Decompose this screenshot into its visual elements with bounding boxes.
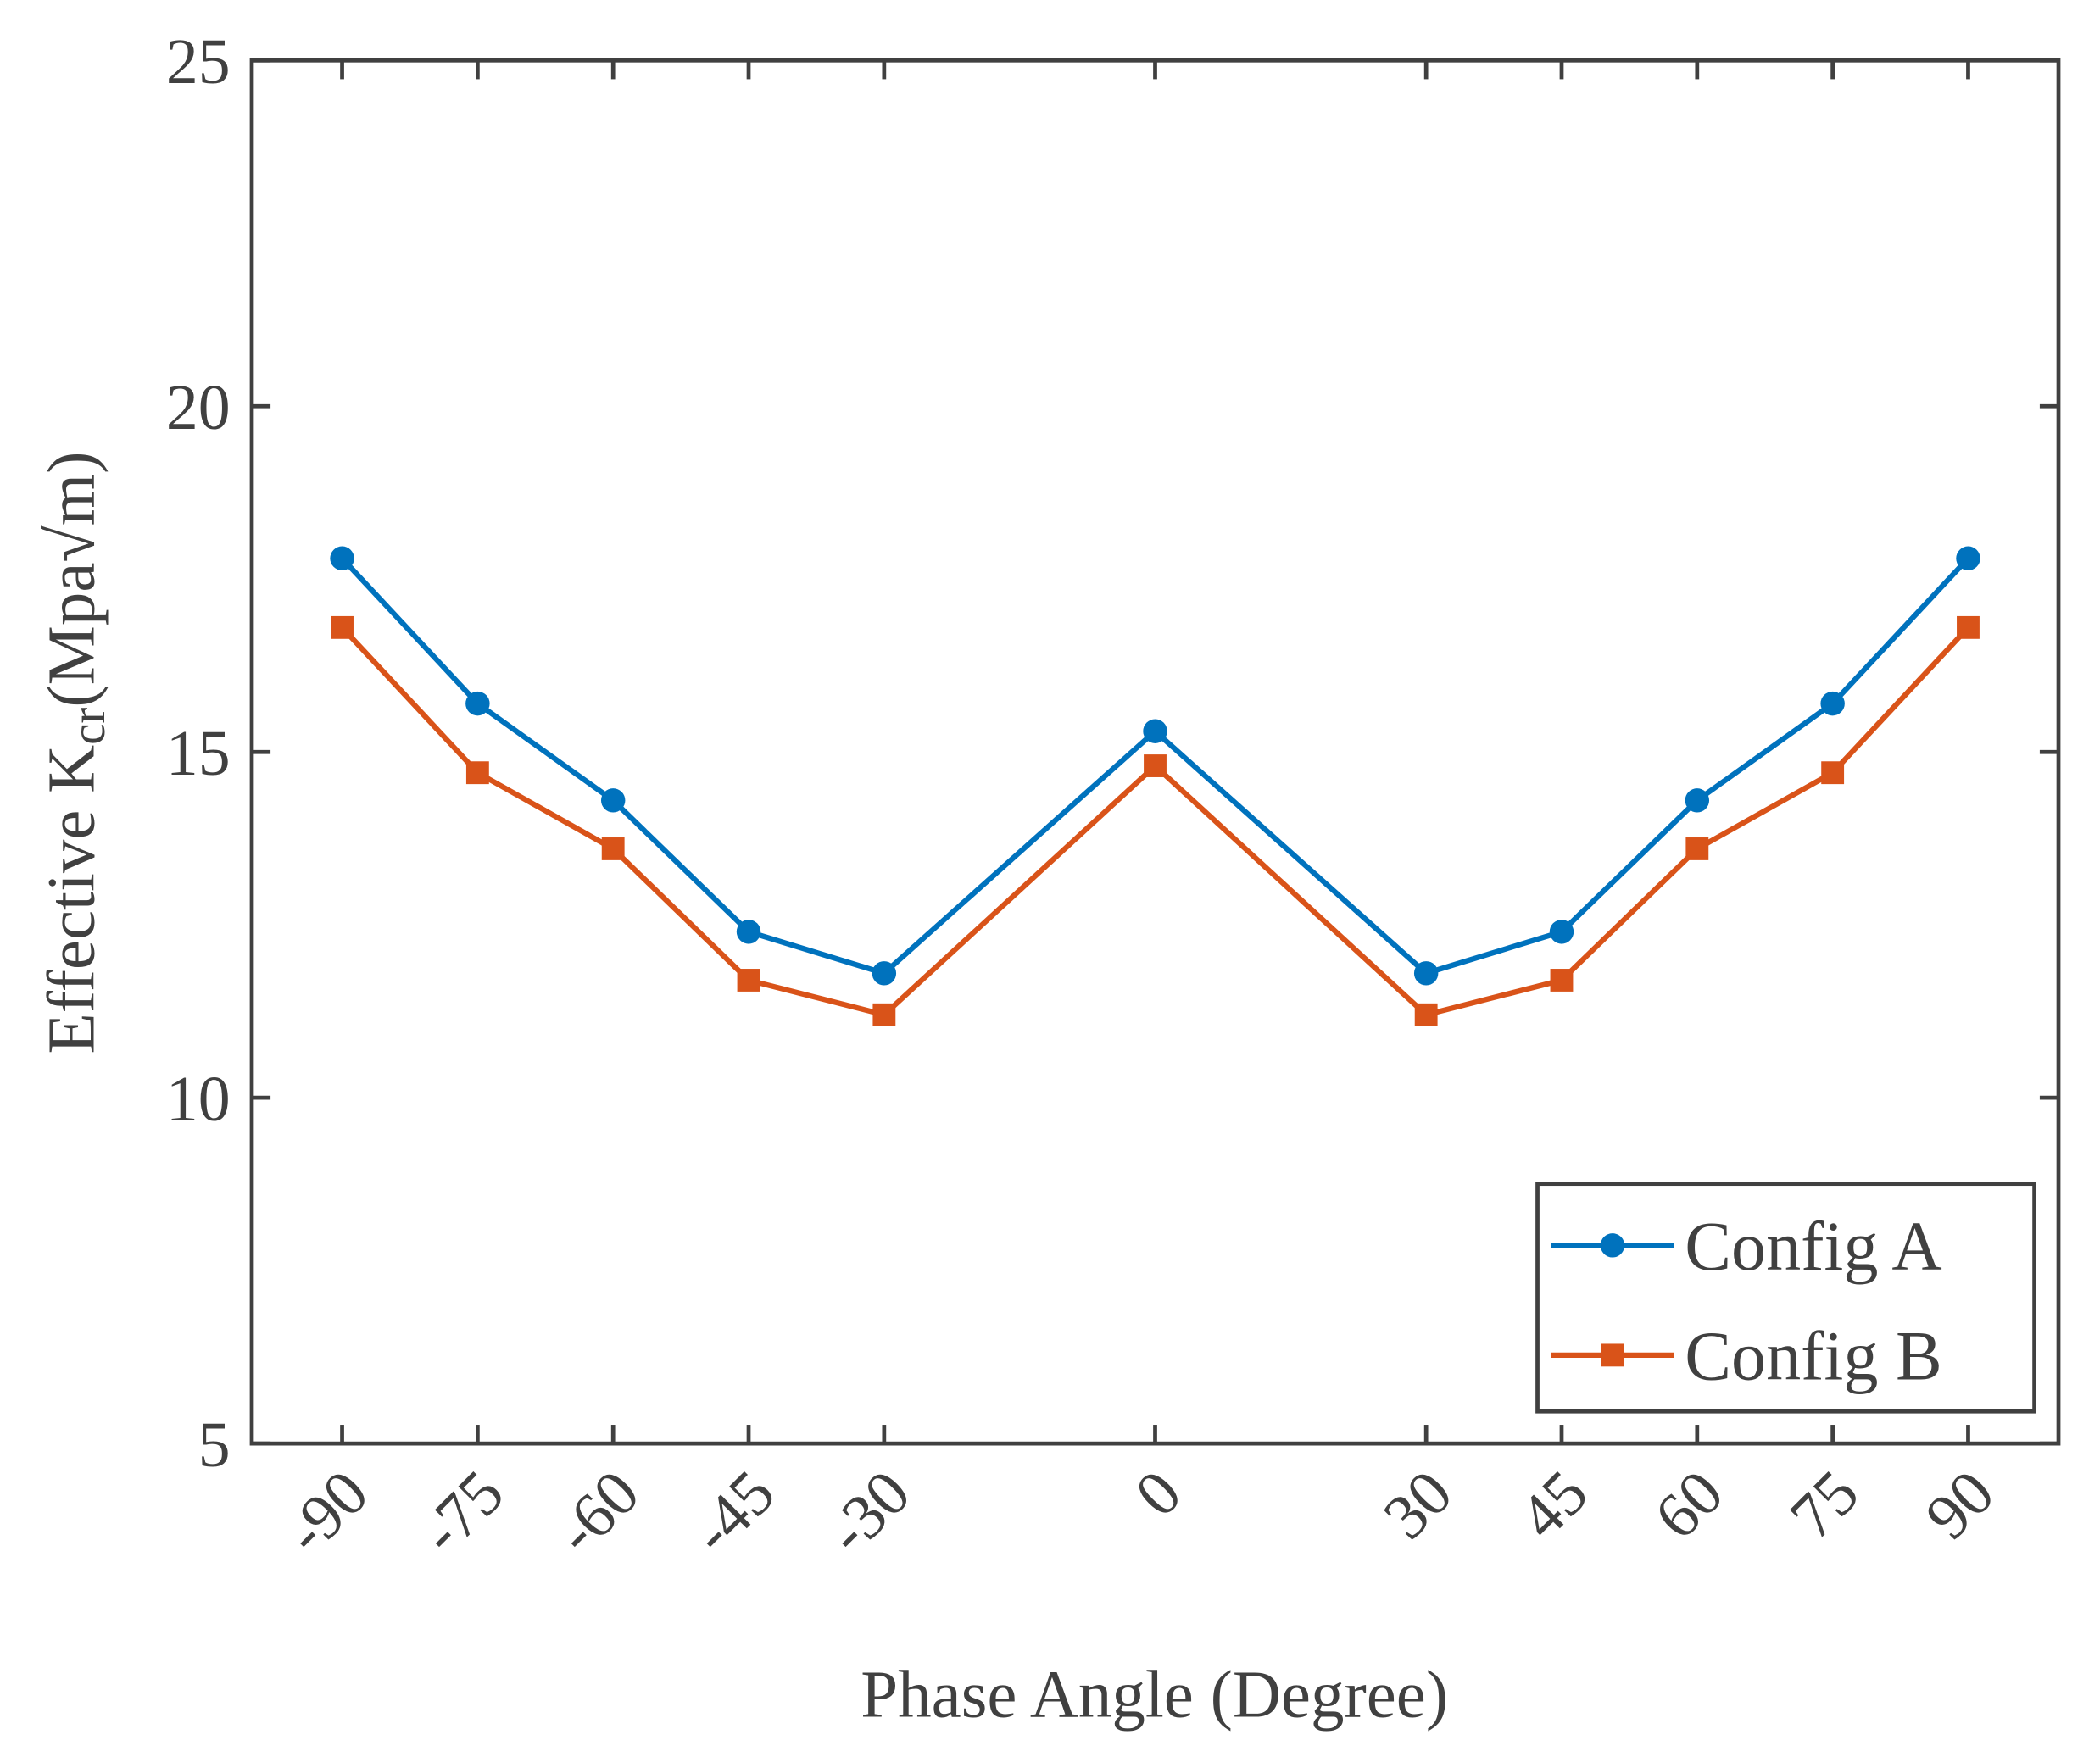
x-tick-label: -45 [677,1457,788,1568]
data-point [1956,546,1980,570]
data-point [1820,691,1845,716]
legend-label: Config A [1685,1208,1941,1285]
legend: Config A Config B [1535,1182,2036,1414]
data-point [465,691,490,716]
data-point [1685,837,1709,860]
x-tick-label: -60 [542,1457,653,1568]
x-tick-label: 0 [1122,1457,1195,1530]
y-tick-label: 25 [166,26,231,97]
legend-item: Config A [1551,1208,1942,1285]
data-point [465,761,489,785]
y-axis-label: Effective Kcr(Mpa√m) [36,452,116,1054]
x-tick-label: 75 [1776,1457,1872,1553]
data-point [1685,788,1710,813]
data-point [1144,754,1167,777]
legend-box [1535,1182,2036,1414]
data-point [736,920,761,944]
data-point [1821,761,1845,785]
series-config-a [330,546,1980,986]
data-point [1413,961,1439,986]
data-point [601,837,625,860]
data-point [1549,920,1574,944]
legend-item: Config B [1551,1317,1942,1394]
x-tick-label: -30 [813,1457,924,1568]
legend-marker [1601,1343,1624,1367]
data-point [872,961,897,986]
data-point [737,969,760,992]
data-point [1957,615,1980,639]
x-tick-label: 90 [1912,1457,2008,1553]
data-point [331,615,354,639]
x-tick-label: 60 [1641,1457,1737,1553]
y-tick-label: 10 [166,1064,231,1135]
x-axis-label: Phase Angle (Degree) [861,1658,1448,1732]
y-tick-label: 5 [198,1409,231,1481]
data-point [1550,969,1574,992]
x-tick-label: 45 [1506,1457,1601,1553]
data-point [1414,1003,1438,1026]
x-tick-label: -75 [406,1457,517,1568]
legend-label: Config B [1685,1317,1941,1394]
series-config-b [331,615,1980,1026]
x-tick-label: -90 [270,1457,382,1568]
data-point [330,546,354,570]
y-tick-label: 20 [166,372,231,443]
y-tick-label: 15 [166,718,231,789]
data-point [1143,719,1167,743]
x-tick-label: 30 [1370,1457,1466,1553]
data-point [600,788,626,813]
legend-marker [1600,1233,1625,1258]
data-point [872,1003,896,1026]
